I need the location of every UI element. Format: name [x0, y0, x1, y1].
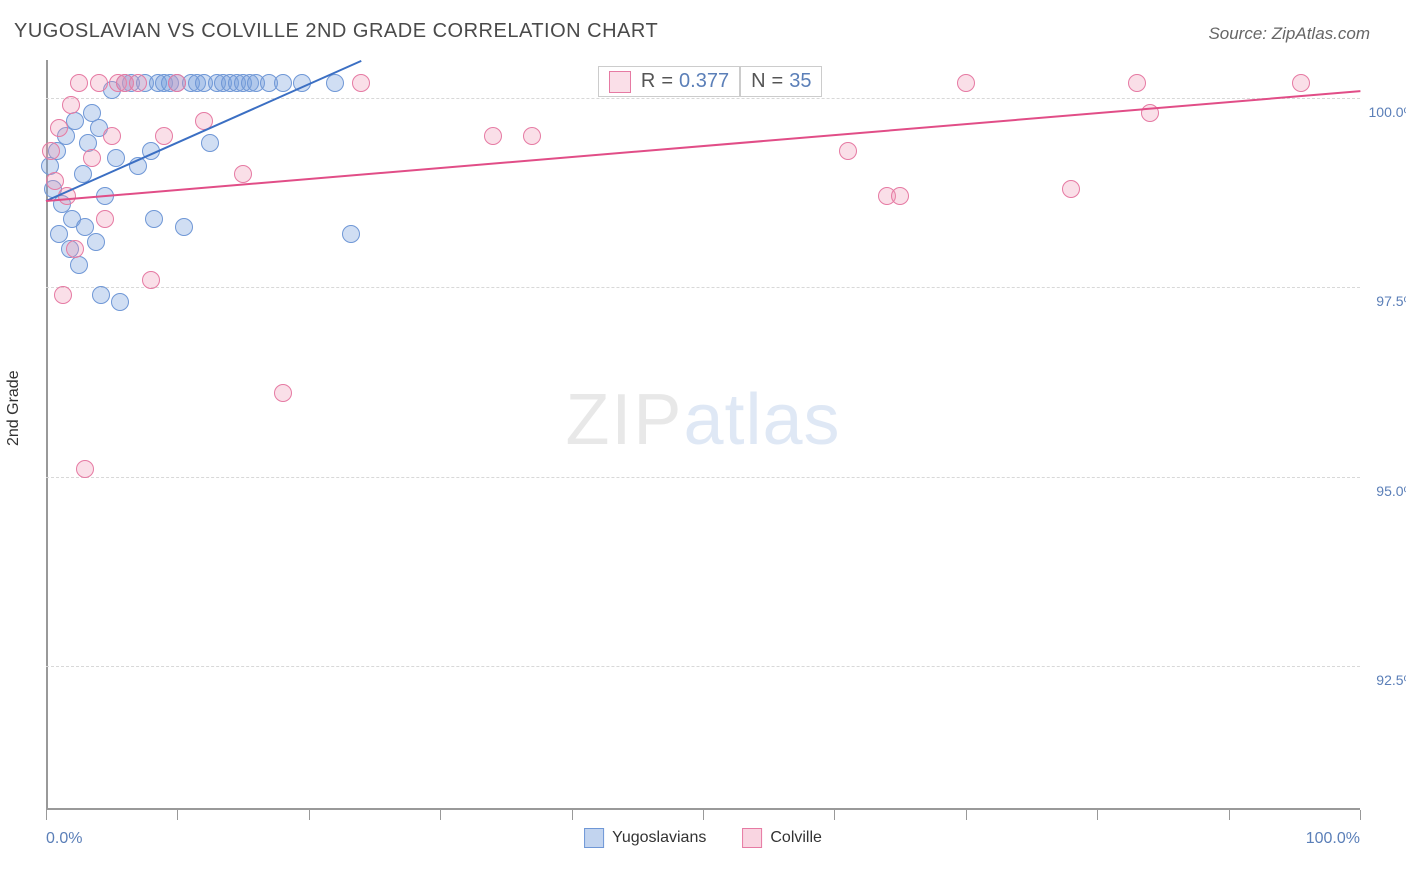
data-point [70, 256, 88, 274]
legend: Yugoslavians Colville [584, 828, 822, 848]
x-tick [834, 810, 835, 820]
source-label: Source: ZipAtlas.com [1208, 24, 1370, 44]
plot-area: ZIPatlas 100.0%97.5%95.0%92.5%0.0%100.0%… [46, 60, 1360, 810]
x-label-max: 100.0% [1306, 830, 1360, 848]
legend-swatch [584, 828, 604, 848]
y-tick-label: 95.0% [1376, 483, 1406, 499]
y-tick-label: 97.5% [1376, 293, 1406, 309]
watermark: ZIPatlas [565, 379, 840, 461]
grid-line [46, 287, 1360, 288]
x-tick [572, 810, 573, 820]
data-point [175, 218, 193, 236]
data-point [1062, 180, 1080, 198]
y-tick-label: 92.5% [1376, 672, 1406, 688]
data-point [234, 165, 252, 183]
stat-r-value: 0.377 [679, 70, 729, 93]
legend-item: Yugoslavians [584, 828, 706, 848]
x-tick [703, 810, 704, 820]
x-tick [46, 810, 47, 820]
data-point [87, 233, 105, 251]
data-point [103, 127, 121, 145]
data-point [129, 74, 147, 92]
x-tick [1229, 810, 1230, 820]
trend-line [46, 90, 1360, 202]
data-point [1292, 74, 1310, 92]
data-point [66, 112, 84, 130]
data-point [155, 127, 173, 145]
data-point [90, 74, 108, 92]
data-point [1128, 74, 1146, 92]
x-tick [966, 810, 967, 820]
data-point [96, 210, 114, 228]
stats-row: R=0.377N=35 [598, 66, 823, 97]
x-tick [1360, 810, 1361, 820]
x-tick [309, 810, 310, 820]
legend-swatch [742, 828, 762, 848]
x-tick [1097, 810, 1098, 820]
stat-n-value: 35 [789, 70, 811, 93]
data-point [342, 225, 360, 243]
data-point [523, 127, 541, 145]
legend-item: Colville [742, 828, 822, 848]
legend-swatch [609, 71, 631, 93]
data-point [839, 142, 857, 160]
data-point [76, 460, 94, 478]
grid-line [46, 477, 1360, 478]
data-point [201, 134, 219, 152]
data-point [891, 187, 909, 205]
data-point [145, 210, 163, 228]
data-point [54, 286, 72, 304]
x-tick [177, 810, 178, 820]
data-point [957, 74, 975, 92]
data-point [484, 127, 502, 145]
grid-line [46, 666, 1360, 667]
data-point [168, 74, 186, 92]
data-point [70, 74, 88, 92]
y-axis-title: 2nd Grade [5, 370, 23, 446]
data-point [111, 293, 129, 311]
legend-label: Yugoslavians [612, 829, 706, 847]
x-label-min: 0.0% [46, 830, 82, 848]
data-point [92, 286, 110, 304]
grid-line [46, 98, 1360, 99]
data-point [142, 271, 160, 289]
y-tick-label: 100.0% [1369, 104, 1406, 120]
chart-title: YUGOSLAVIAN VS COLVILLE 2ND GRADE CORREL… [14, 20, 658, 43]
data-point [83, 149, 101, 167]
data-point [274, 74, 292, 92]
legend-label: Colville [770, 829, 822, 847]
data-point [274, 384, 292, 402]
x-tick [440, 810, 441, 820]
data-point [352, 74, 370, 92]
